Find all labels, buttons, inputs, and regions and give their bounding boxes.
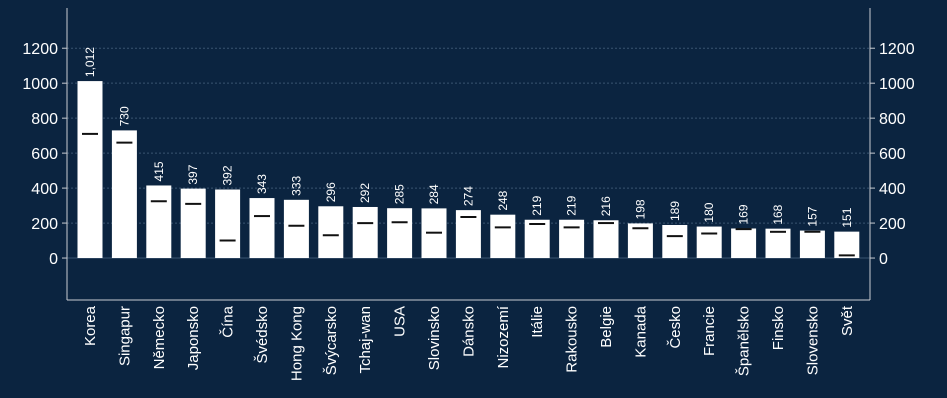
data-label: 343 (255, 174, 269, 194)
x-tick-label: Německo (151, 306, 168, 369)
x-tick-label: Česko (667, 306, 684, 349)
x-tick-label: Švýcarsko (323, 306, 340, 375)
bar (765, 228, 791, 259)
x-tick-label: Francie (701, 306, 718, 356)
y-tick-label: 0 (49, 251, 58, 268)
bar (731, 228, 757, 259)
markers (82, 132, 855, 257)
x-tick-label: Španělsko (736, 306, 753, 376)
bar (249, 198, 275, 259)
data-label: 284 (427, 184, 441, 204)
x-tick-label: Slovinsko (426, 306, 443, 370)
bar (490, 214, 516, 259)
data-label: 397 (186, 164, 200, 184)
bar (352, 206, 378, 259)
x-tick-label: Itálie (529, 306, 546, 338)
data-label: 392 (221, 165, 235, 185)
data-label: 285 (393, 184, 407, 204)
data-label: 189 (668, 201, 682, 221)
x-tick-label: USA (392, 306, 409, 337)
data-label: 248 (496, 190, 510, 210)
y-axis-left: 0 200 400 600 800 1000 1200 (22, 41, 58, 268)
x-tick-label: Tchaj-wan (357, 306, 374, 374)
data-label: 274 (461, 186, 475, 206)
bar (524, 219, 550, 259)
data-label: 216 (599, 196, 613, 216)
data-labels: 1,012 730 415 397 392 343 333 296 292 285 284 274 24… (83, 47, 854, 228)
x-tick-label: Rakousko (564, 306, 581, 373)
x-tick-label: Finsko (770, 306, 787, 350)
y-tick-label-right: 400 (879, 181, 906, 198)
y-tick-label: 600 (31, 146, 58, 163)
bar (559, 219, 585, 259)
bar (387, 208, 413, 259)
bar (834, 231, 860, 259)
bar (455, 210, 481, 259)
x-tick-label: Belgie (598, 306, 615, 348)
data-label: 219 (565, 195, 579, 215)
x-tick-label: Svět (839, 305, 856, 336)
y-tick-label-right: 1200 (879, 41, 915, 58)
data-label: 219 (530, 195, 544, 215)
x-tick-label: Švédsko (254, 306, 271, 364)
data-label: 198 (633, 199, 647, 219)
y-tick-label-right: 800 (879, 111, 906, 128)
category-labels: Korea Singapur Německo Japonsko Čína Švédsko H… (82, 305, 856, 381)
y-tick-label-right: 0 (879, 251, 888, 268)
x-tick-label: Kanada (632, 305, 649, 357)
x-tick-label: Dánsko (460, 306, 477, 357)
bar (593, 220, 619, 259)
data-label: 730 (117, 106, 131, 126)
y-tick-label-right: 200 (879, 216, 906, 233)
bar (318, 206, 344, 259)
x-tick-label: Singapur (116, 306, 133, 366)
x-tick-label: Hong Kong (288, 306, 305, 381)
bar (283, 199, 309, 259)
y-axis-right: 0 200 400 600 800 1000 1200 (879, 41, 915, 268)
plot-frame (62, 8, 875, 301)
data-label: 157 (805, 206, 819, 226)
bar (215, 189, 241, 259)
x-tick-label: Čína (220, 305, 237, 337)
data-label: 151 (840, 207, 854, 227)
y-tick-label-right: 1000 (879, 76, 915, 93)
bars (77, 81, 860, 259)
bar (146, 185, 172, 259)
x-tick-label: Nizozemí (495, 305, 512, 368)
data-label: 1,012 (83, 47, 97, 77)
data-label: 168 (771, 204, 785, 224)
bar (180, 188, 206, 259)
y-tick-label: 200 (31, 216, 58, 233)
y-tick-label: 800 (31, 111, 58, 128)
x-tick-label: Japonsko (185, 306, 202, 370)
data-label: 169 (737, 204, 751, 224)
x-tick-label: Slovensko (804, 306, 821, 375)
bar (77, 81, 103, 259)
data-label: 415 (152, 161, 166, 181)
data-label: 292 (358, 183, 372, 203)
bar (799, 230, 825, 259)
y-tick-label-right: 600 (879, 146, 906, 163)
bar (662, 224, 688, 259)
y-tick-label: 1200 (22, 41, 58, 58)
y-tick-label: 400 (31, 181, 58, 198)
data-label: 333 (289, 175, 303, 195)
y-tick-label: 1000 (22, 76, 58, 93)
data-label: 180 (702, 202, 716, 222)
bar (696, 226, 722, 259)
data-label: 296 (324, 182, 338, 202)
x-tick-label: Korea (82, 305, 99, 346)
bar (111, 130, 137, 259)
